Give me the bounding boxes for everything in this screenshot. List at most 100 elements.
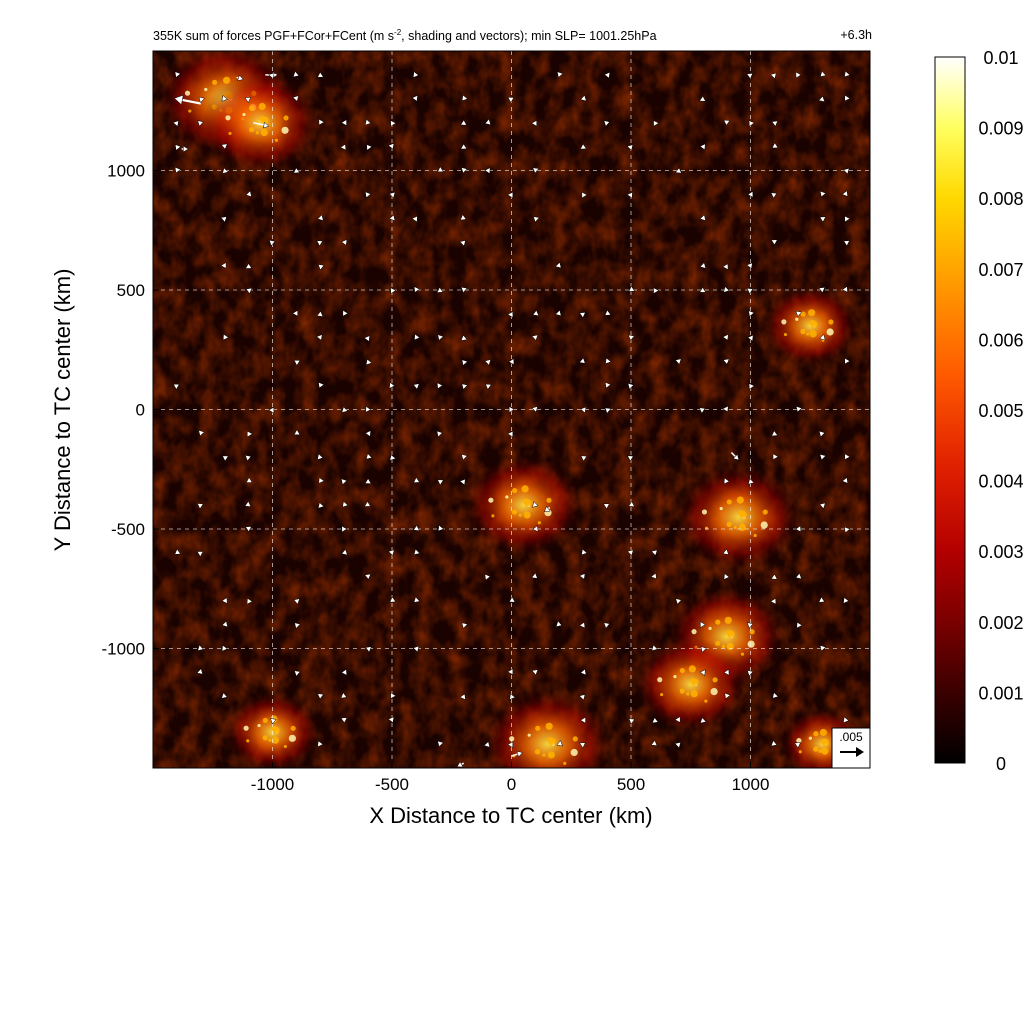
small-force-vector: [459, 240, 466, 247]
small-force-vector: [389, 454, 397, 461]
small-force-vector: [627, 549, 634, 556]
small-force-vector: [318, 477, 325, 484]
hotspot-speckle: [274, 138, 279, 142]
small-force-vector: [460, 143, 468, 150]
hotspot-speckle: [547, 751, 555, 759]
hotspot-speckle: [821, 738, 827, 744]
small-force-vector: [341, 548, 348, 556]
small-force-vector: [578, 694, 586, 701]
small-force-vector: [174, 71, 182, 78]
hotspot-speckle: [798, 750, 802, 754]
hotspot-speckle: [809, 330, 817, 338]
y-tick-label: 0: [136, 401, 145, 420]
small-force-vector: [246, 597, 253, 605]
small-force-vector: [294, 622, 301, 629]
small-force-vector: [174, 166, 182, 174]
hotspot-speckle: [762, 509, 768, 515]
small-force-vector: [414, 333, 421, 341]
small-force-vector: [628, 500, 635, 507]
small-force-vector: [388, 214, 396, 222]
hotspot-speckle: [260, 116, 266, 122]
force-vector: [253, 121, 270, 129]
small-force-vector: [531, 406, 539, 413]
small-force-vector: [461, 622, 468, 629]
small-force-vector: [580, 668, 587, 676]
small-force-vector: [364, 118, 372, 126]
small-force-vector: [650, 572, 657, 580]
small-force-vector: [220, 262, 227, 269]
hotspot-speckle: [212, 79, 218, 85]
hotspot-speckle: [715, 619, 721, 625]
hotspot-speckle: [736, 496, 744, 504]
small-force-vector: [579, 143, 587, 150]
small-force-vector: [220, 216, 228, 223]
small-force-vector: [533, 216, 540, 223]
small-force-vector: [245, 526, 252, 533]
small-force-vector: [222, 333, 230, 341]
small-force-vector: [650, 549, 658, 556]
small-force-vector: [197, 644, 204, 652]
small-force-vector: [604, 407, 612, 414]
hotspot-speckle: [283, 115, 289, 121]
small-force-vector: [461, 94, 469, 102]
small-force-vector: [221, 692, 228, 699]
hotspot-speckle: [690, 677, 696, 684]
small-force-vector: [341, 525, 348, 533]
small-force-vector: [437, 166, 444, 173]
hotspot-speckle: [806, 332, 810, 336]
small-force-vector: [556, 739, 563, 747]
small-force-vector: [317, 214, 324, 222]
hotspot-speckle: [271, 736, 280, 744]
colorbar-tick-label: 0.006: [978, 330, 1023, 350]
hotspot-speckle: [260, 128, 268, 137]
small-force-vector: [841, 477, 848, 484]
small-force-vector: [461, 383, 468, 390]
hotspot-speckle: [813, 731, 819, 737]
small-force-vector: [794, 742, 801, 749]
small-force-vector: [651, 717, 659, 724]
x-axis-ticks: -1000 -500 0 500 1000: [251, 762, 769, 794]
small-force-vector: [700, 621, 706, 629]
hotspot-speckle: [821, 747, 829, 755]
small-force-vector: [317, 453, 324, 461]
small-force-vector: [700, 646, 707, 653]
small-force-vector: [843, 167, 850, 175]
small-force-vector: [724, 692, 731, 700]
x-tick-label: -1000: [251, 775, 294, 794]
small-force-vector: [364, 430, 371, 437]
small-force-vector: [627, 382, 635, 390]
small-force-vector: [626, 144, 634, 151]
hotspot-speckle: [808, 309, 816, 317]
small-force-vector: [484, 359, 492, 366]
small-force-vector: [389, 381, 396, 389]
small-force-vector: [363, 335, 370, 342]
force-vector: [181, 145, 189, 153]
hotspot-speckle: [546, 497, 552, 503]
small-force-vector: [626, 191, 633, 199]
small-force-vector: [531, 119, 538, 127]
hotspot-speckle: [523, 511, 531, 519]
small-force-vector: [819, 216, 827, 223]
small-force-vector: [746, 670, 754, 677]
y-tick-label: -1000: [102, 640, 145, 659]
small-force-vector: [507, 741, 514, 749]
hotspot-speckle: [679, 688, 685, 694]
force-vector: [511, 750, 523, 758]
small-force-vector: [292, 309, 299, 317]
hotspot-speckle: [268, 738, 272, 742]
small-force-vector: [771, 430, 779, 437]
small-force-vector: [723, 477, 730, 485]
small-force-vector: [603, 71, 611, 79]
small-force-vector: [317, 693, 324, 700]
small-force-vector: [653, 287, 660, 295]
small-force-vector: [507, 191, 514, 199]
small-force-vector: [365, 358, 373, 366]
small-force-vector: [508, 406, 515, 413]
small-force-vector: [387, 716, 395, 724]
small-force-vector: [581, 548, 588, 556]
small-force-vector: [244, 500, 252, 507]
small-force-vector: [459, 693, 466, 701]
hotspot-speckle: [660, 692, 664, 697]
small-force-vector: [341, 668, 348, 676]
small-force-vector: [413, 548, 421, 556]
